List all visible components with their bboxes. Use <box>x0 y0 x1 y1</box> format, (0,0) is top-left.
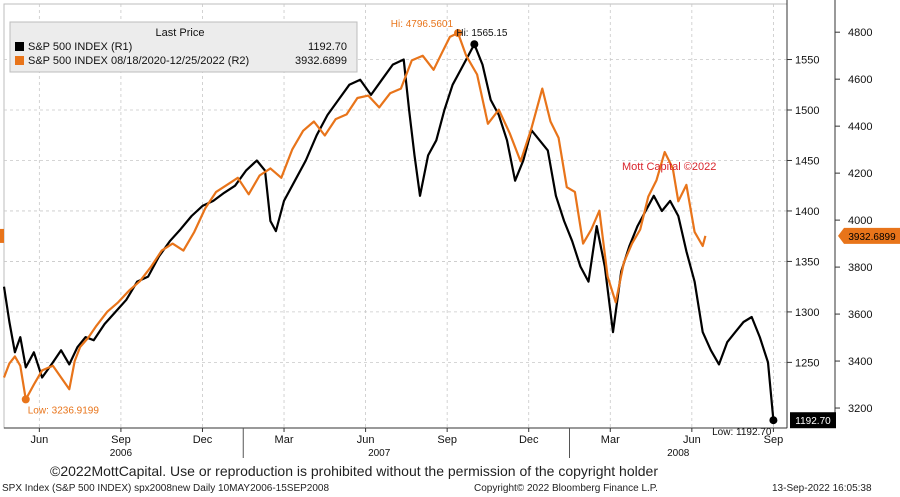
y-tick-label-r1: 1450 <box>795 155 819 167</box>
footer-security-info: SPX Index (S&P 500 INDEX) spx2008new Dai… <box>2 483 330 494</box>
legend-swatch <box>15 42 24 51</box>
footer: SPX Index (S&P 500 INDEX) spx2008new Dai… <box>0 481 900 497</box>
low-marker-r2 <box>21 395 30 404</box>
hi-marker-r2 <box>454 28 463 37</box>
y-tick-label-r1: 1300 <box>795 307 819 319</box>
legend-item-name: S&P 500 INDEX 08/18/2020-12/25/2022 (R2) <box>28 55 249 67</box>
hi-label-r1: Hi: 1565.15 <box>456 28 508 39</box>
series-layer <box>2 31 775 421</box>
x-tick-label: Dec <box>193 434 213 446</box>
y-tick-label-r2: 3600 <box>848 309 872 321</box>
last-price-label-r1: 1192.70 <box>795 416 831 427</box>
last-price-tag-r1 <box>790 412 836 429</box>
legend-item-name: S&P 500 INDEX (R1) <box>28 41 132 53</box>
y-tick-label-r2: 4000 <box>848 215 872 227</box>
x-year-label: 2008 <box>667 448 690 459</box>
x-tick-label: Jun <box>30 434 48 446</box>
hi-label-r2: Hi: 4796.5601 <box>391 19 454 30</box>
x-tick-label: Jun <box>357 434 375 446</box>
x-tick-label: Sep <box>437 434 457 446</box>
legend-box <box>9 21 358 73</box>
x-tick-label: Mar <box>275 434 294 446</box>
y-tick-label-r1: 1550 <box>795 55 819 67</box>
series-line-2 <box>2 31 707 401</box>
x-tick-label: Sep <box>764 434 784 446</box>
y-tick-label-r2: 4200 <box>848 168 872 180</box>
copyright-notice: ©2022MottCapital. Use or reproduction is… <box>50 463 658 479</box>
left-orange-marker <box>0 228 4 243</box>
legend: Last Price S&P 500 INDEX (R1) 1192.70 S&P 5… <box>9 21 358 73</box>
watermark-text: Mott Capital ©2022 <box>622 161 716 173</box>
x-tick-label: Sep <box>111 434 131 446</box>
series-line-1 <box>2 43 775 421</box>
x-tick-label: Mar <box>601 434 620 446</box>
y-tick-label-r2: 3800 <box>848 262 872 274</box>
y-tick-label-r2: 4800 <box>848 27 872 39</box>
y-tick-label-r2: 4400 <box>848 121 872 133</box>
legend-title: Last Price <box>156 27 205 39</box>
low-label-r2: Low: 3236.9199 <box>28 405 100 416</box>
low-label-r1: Low: 1192.70 <box>712 427 772 438</box>
x-year-label: 2007 <box>368 448 391 459</box>
legend-item-value: 3932.6899 <box>295 55 347 67</box>
y-tick-label-r1: 1500 <box>795 105 819 117</box>
x-year-label: 2006 <box>110 448 133 459</box>
last-price-label-r2: 3932.6899 <box>848 232 896 243</box>
y-tick-label-r2: 3400 <box>848 356 872 368</box>
y-tick-label-r1: 1350 <box>795 256 819 268</box>
footer-timestamp: 13-Sep-2022 16:05:38 <box>772 483 872 494</box>
legend-swatch <box>15 56 24 65</box>
y-tick-label-r1: 1400 <box>795 206 819 218</box>
y-tick-label-r1: 1250 <box>795 357 819 369</box>
y-tick-label-r2: 4600 <box>848 74 872 86</box>
legend-item-value: 1192.70 <box>308 41 347 53</box>
hi-marker-r1 <box>470 40 479 49</box>
x-tick-label: Dec <box>519 434 539 446</box>
footer-copyright: Copyright© 2022 Bloomberg Finance L.P. <box>474 483 658 494</box>
x-tick-label: Jun <box>683 434 701 446</box>
axes: 1250 1300 1350 1400 1450 1500 1550 3200 3400 3600… <box>4 0 872 459</box>
last-price-tag-r2 <box>838 227 900 244</box>
low-marker-r1 <box>769 416 778 425</box>
y-tick-label-r2: 3200 <box>848 403 872 415</box>
